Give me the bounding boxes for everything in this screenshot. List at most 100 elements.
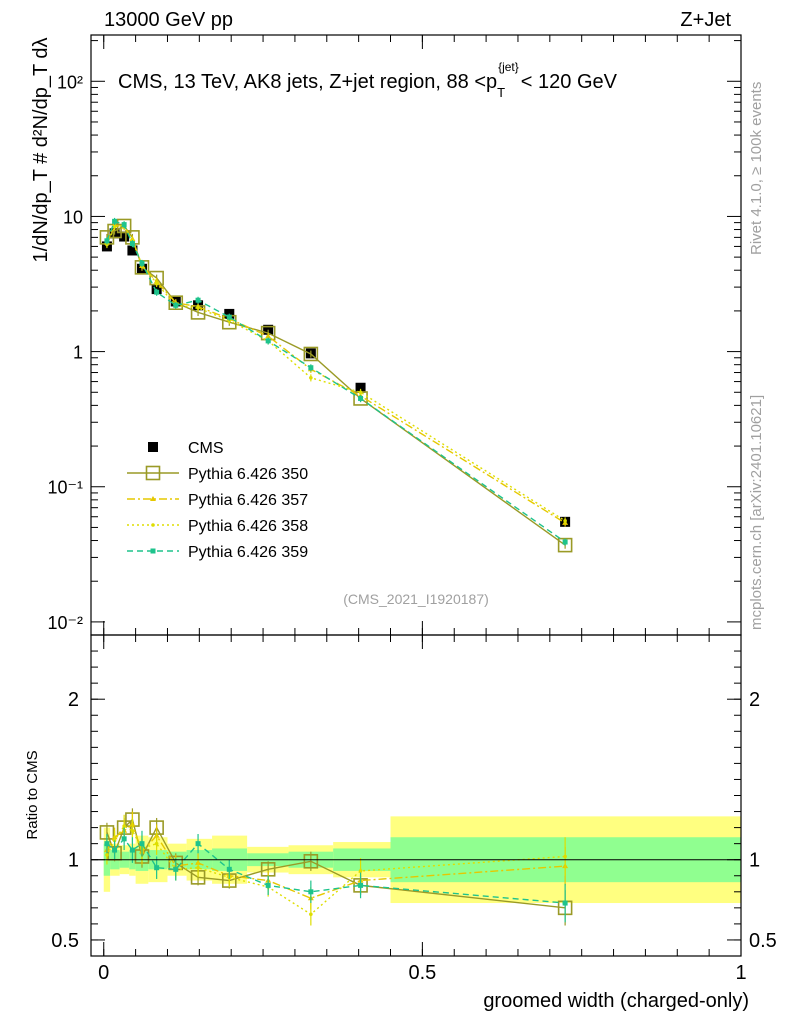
source-label-text: mcplots.cern.ch [arXiv:2401.10621] [748,395,765,630]
data-point-ratio [122,824,126,828]
data-point-main [309,375,313,380]
data-point-ratio [139,841,145,847]
legend: CMS Pythia 6.426 350 Pythia 6.426 357 Pythi… [127,440,308,561]
data-point-main [563,518,567,523]
data-point-main [112,224,117,229]
series-4 [104,217,568,923]
data-point-main [308,365,314,371]
data-point-ratio [358,882,364,888]
x-tick-label: 0 [98,962,109,984]
legend-marker [150,548,156,554]
legend-label: Pythia 6.426 357 [188,492,308,509]
ratio-tick-label-left: 2 [68,689,79,711]
data-point-ratio [121,836,127,842]
series-2 [103,221,569,910]
data-point-ratio [196,865,200,870]
ratio-tick-label-right: 1 [749,850,760,872]
data-point-main [265,338,271,344]
data-point-main [105,242,109,247]
data-point-main [196,306,200,310]
legend-marker [151,523,155,527]
legend-label: Pythia 6.426 350 [188,466,308,483]
data-point-main [139,260,145,266]
x-tick-label: 1 [735,962,746,984]
chart-title-sub: T [497,85,505,100]
series-0 [101,228,571,527]
data-point-main [562,539,568,545]
legend-label: CMS [188,440,224,457]
series-line-main-3 [106,224,566,522]
x-tick-label: 0.5 [408,962,436,984]
data-point-main [303,346,319,362]
chart-title-sup: {jet} [498,60,519,74]
analysis-id: (CMS_2021_I1920187) [343,591,489,607]
y-tick-label-main: 10² [57,72,83,92]
data-point-main [112,218,118,224]
data-point-ratio [303,854,319,869]
header-process: Z+Jet [680,9,731,31]
legend-marker [148,442,158,452]
data-point-main [129,241,135,247]
ratio-tick-label-left: 0.5 [51,930,79,952]
data-point-main [173,302,179,308]
ratio-tick-label-left: 1 [68,850,79,872]
data-point-ratio [112,847,118,853]
data-point-ratio [358,869,363,873]
chart-title-tail: < 120 GeV [521,71,618,93]
data-point-main [154,289,160,295]
data-point-ratio [173,866,179,872]
chart-title-main: CMS, 13 TeV, AK8 jets, Z+jet region, 88 … [118,71,497,93]
series-line-main-4 [106,220,566,543]
x-axis-label: groomed width (charged-only) [483,990,749,1012]
chart-title: CMS, 13 TeV, AK8 jets, Z+jet region, 88 … [118,60,618,100]
y-tick-label-main: 10⁻² [47,613,83,633]
data-point-main [127,245,138,256]
legend-entry-0: CMS [148,440,224,457]
ratio-plot-frame [90,634,742,957]
data-point-main [226,314,232,320]
rivet-label: Rivet 4.1.0, ≥ 100k events [748,82,765,255]
data-point-main [119,231,130,242]
data-point-main [195,297,201,303]
legend-entry-4: Pythia 6.426 359 [127,544,308,561]
y-axis-label-main: 1/dN/dp_T # d²N/dp_T dλ [30,38,52,263]
series-line-main-1 [106,225,566,546]
legend-marker [145,465,161,481]
rivet-label-text: Rivet 4.1.0, ≥ 100k events [748,82,765,255]
series-layer [99,217,573,926]
legend-entry-2: Pythia 6.426 357 [127,492,308,509]
data-point-ratio [562,900,568,906]
data-point-main [358,395,364,401]
y-axis-label-ratio-text: Ratio to CMS [24,750,41,839]
data-point-ratio [104,841,110,847]
y-axis-label-ratio: Ratio to CMS [24,750,41,839]
y-tick-label-main: 10 [63,207,83,227]
data-point-main [104,238,110,244]
data-point-ratio [154,841,159,846]
legend-entry-3: Pythia 6.426 358 [127,518,308,535]
data-point-main [265,333,272,339]
y-axis-label-main-text: 1/dN/dp_T # d²N/dp_T dλ [30,38,52,263]
source-label: mcplots.cern.ch [arXiv:2401.10621] [748,395,765,630]
header-energy: 13000 GeV pp [104,9,233,31]
data-point-ratio [226,866,232,872]
data-point-ratio [308,889,314,895]
y-tick-label-main: 10⁻¹ [47,478,83,498]
y-tick-label-main: 1 [73,343,83,363]
data-point-ratio [309,912,313,917]
data-point-ratio [195,841,201,847]
data-point-ratio [563,854,567,859]
data-point-main [168,295,184,311]
legend-entry-1: Pythia 6.426 350 [127,465,308,483]
data-point-main [154,281,159,286]
legend-marker [150,496,156,501]
data-point-main [358,390,363,395]
data-point-ratio [129,847,135,853]
ratio-tick-label-right: 0.5 [749,930,777,952]
data-point-main [121,222,127,228]
series-line-main-2 [106,224,566,524]
data-point-ratio [130,829,135,833]
legend-label: Pythia 6.426 359 [188,544,308,561]
